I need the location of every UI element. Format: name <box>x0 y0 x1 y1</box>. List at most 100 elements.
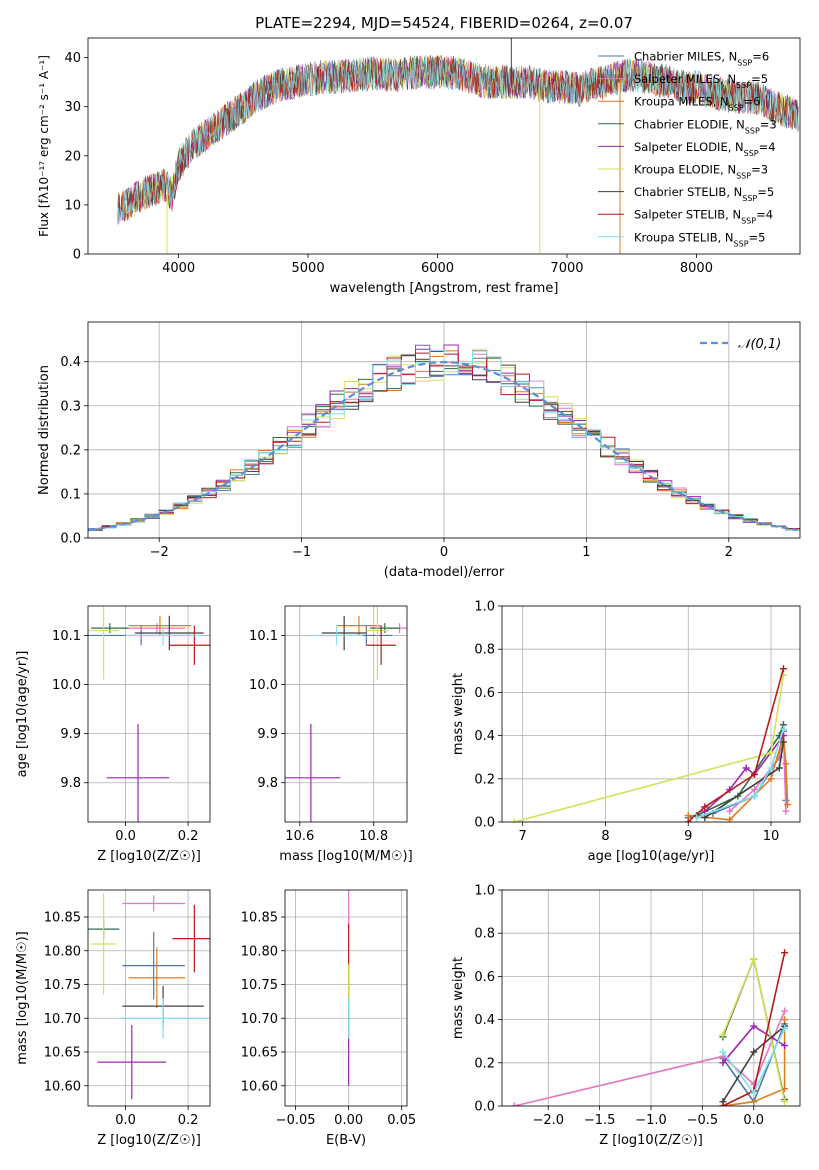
errorbar-point <box>128 615 192 636</box>
residual-histogram-plot-area <box>88 344 800 533</box>
mass-vs-Z-frame <box>87 889 211 1107</box>
x-tick-label: 0.2 <box>178 829 199 844</box>
y-tick-label: 10.1 <box>249 629 278 644</box>
mass-weight-marker <box>510 818 518 822</box>
x-tick-label: 8000 <box>680 261 713 276</box>
y-tick-label: 10.60 <box>44 1079 81 1094</box>
y-tick-label: 0.8 <box>474 927 495 942</box>
age-vs-mass-plot-area <box>285 606 407 822</box>
x-tick-label: 10.6 <box>285 829 314 844</box>
y-tick-label: 10.85 <box>44 911 81 926</box>
spectrum-series-line <box>117 55 799 226</box>
errorbar-point <box>321 615 367 651</box>
y-tick-label: 40 <box>64 51 81 66</box>
x-tick-label: 0.05 <box>387 1113 416 1128</box>
errorbar-point <box>125 625 201 646</box>
y-tick-label: 0.0 <box>474 816 495 831</box>
mass-weight-marker <box>779 725 787 733</box>
errorbar-point <box>122 895 185 912</box>
y-tick-label: 0 <box>73 248 81 263</box>
x-tick-label: 4000 <box>162 261 195 276</box>
mass-weight-line <box>696 728 785 819</box>
mass-weight-series <box>684 727 790 822</box>
legend-label: Salpeter MILES, NSSP=5 <box>634 72 768 90</box>
x-tick-label: 7 <box>519 829 527 844</box>
errorbar-point <box>88 606 120 680</box>
spectrum-ylabel: Flux [fλ10⁻¹⁷ erg cm⁻² s⁻¹ A⁻¹] <box>37 55 51 237</box>
mass-weight-vs-Z-ylabel: mass weight <box>451 957 466 1039</box>
mass-weight-marker <box>781 1042 789 1050</box>
y-tick-label: 0.3 <box>60 399 81 414</box>
mass-weight-series <box>701 738 787 822</box>
x-tick-label: 0.0 <box>115 829 136 844</box>
spectrum-panel: 4000 5000 6000 7000 8000 0 10 20 30 40 wavelength … <box>37 37 801 296</box>
y-tick-label: 10.80 <box>44 944 81 959</box>
mass-weight-marker <box>684 812 692 820</box>
mass-weight-vs-Z-frame <box>501 889 801 1107</box>
x-tick-label: −1.5 <box>584 1113 616 1128</box>
mass-vs-EBV-grid <box>285 890 407 1106</box>
mass-vs-EBV-frame <box>284 889 408 1107</box>
legend-label: Kroupa STELIB, NSSP=5 <box>634 230 765 248</box>
y-tick-label: 9.9 <box>60 727 81 742</box>
spectrum-series-line <box>117 54 799 224</box>
spectrum-xlabel: wavelength [Angstrom, rest frame] <box>330 281 559 296</box>
x-tick-label: 0 <box>440 545 448 560</box>
errorbar-point <box>106 723 170 822</box>
mass-weight-marker <box>750 955 758 963</box>
mass-weight-line <box>696 724 785 817</box>
residual-histogram-xlabel: (data-model)/error <box>384 565 505 580</box>
mass-weight-vs-age-plot-area <box>510 665 792 822</box>
mass-vs-EBV-xlabel: E(B-V) <box>326 1133 366 1148</box>
figure-title: PLATE=2294, MJD=54524, FIBERID=0264, z=0… <box>255 14 633 32</box>
errorbar-point <box>134 615 204 651</box>
mass-weight-line <box>687 668 785 822</box>
mass-weight-line <box>722 1019 786 1106</box>
y-tick-label: 10.75 <box>241 978 278 993</box>
mass-weight-marker <box>750 1022 758 1030</box>
mass-weight-marker <box>750 792 758 800</box>
residual-histogram-ylabel: Normed distribution <box>37 365 52 495</box>
mass-weight-vs-Z-plot-area <box>510 949 789 1106</box>
mass-weight-marker <box>767 764 775 772</box>
errorbar-point <box>310 625 363 646</box>
errorbar-point <box>172 904 210 973</box>
legend-label: Kroupa ELODIE, NSSP=3 <box>634 163 768 181</box>
y-tick-label: 1.0 <box>474 600 495 615</box>
mass-weight-marker <box>782 760 790 768</box>
mass-weight-marker <box>719 1102 727 1106</box>
y-tick-label: 10.65 <box>241 1046 278 1061</box>
x-tick-label: 0.00 <box>334 1113 363 1128</box>
y-tick-label: 0.0 <box>474 1100 495 1115</box>
mass-weight-vs-age-frame <box>501 605 801 823</box>
y-tick-label: 10.85 <box>241 911 278 926</box>
y-tick-label: 9.8 <box>60 776 81 791</box>
errorbar-point <box>366 625 396 665</box>
histogram-frame <box>87 321 801 539</box>
x-tick-label: 10 <box>763 829 780 844</box>
y-tick-label: 10.70 <box>241 1012 278 1027</box>
mass-weight-line <box>688 735 789 821</box>
y-tick-label: 30 <box>64 100 81 115</box>
x-tick-label: 6000 <box>421 261 454 276</box>
mass-weight-marker <box>750 770 758 778</box>
spectrum-frame <box>87 37 801 255</box>
age-vs-Z-plot-area <box>88 606 210 822</box>
errorbar-point <box>128 623 185 633</box>
age-vs-mass-panel: 10.6 10.8 9.8 9.9 10.0 10.1 mass [log10(M/M☉)] <box>249 605 413 864</box>
y-tick-label: 20 <box>64 149 81 164</box>
x-tick-label: 8 <box>601 829 609 844</box>
age-vs-Z-panel: 0.0 0.2 9.8 9.9 10.0 10.1 Z [log10(Z/Z☉)] age [… <box>15 605 211 864</box>
x-tick-label: −2 <box>150 545 169 560</box>
mass-weight-series <box>693 725 787 822</box>
mass-weight-marker <box>781 949 789 957</box>
mass-weight-marker <box>781 1098 789 1106</box>
y-tick-label: 9.9 <box>257 727 278 742</box>
mass-weight-marker <box>781 1024 789 1032</box>
mass-vs-Z-panel: 0.0 0.2 10.60 10.65 10.70 10.75 10.80 10.85 Z [l… <box>15 889 211 1148</box>
errorbar-point <box>119 998 207 1039</box>
errorbar-point <box>128 947 185 1009</box>
mass-weight-series <box>719 1024 789 1097</box>
y-tick-label: 10 <box>64 198 81 213</box>
y-tick-label: 0.2 <box>474 772 495 787</box>
